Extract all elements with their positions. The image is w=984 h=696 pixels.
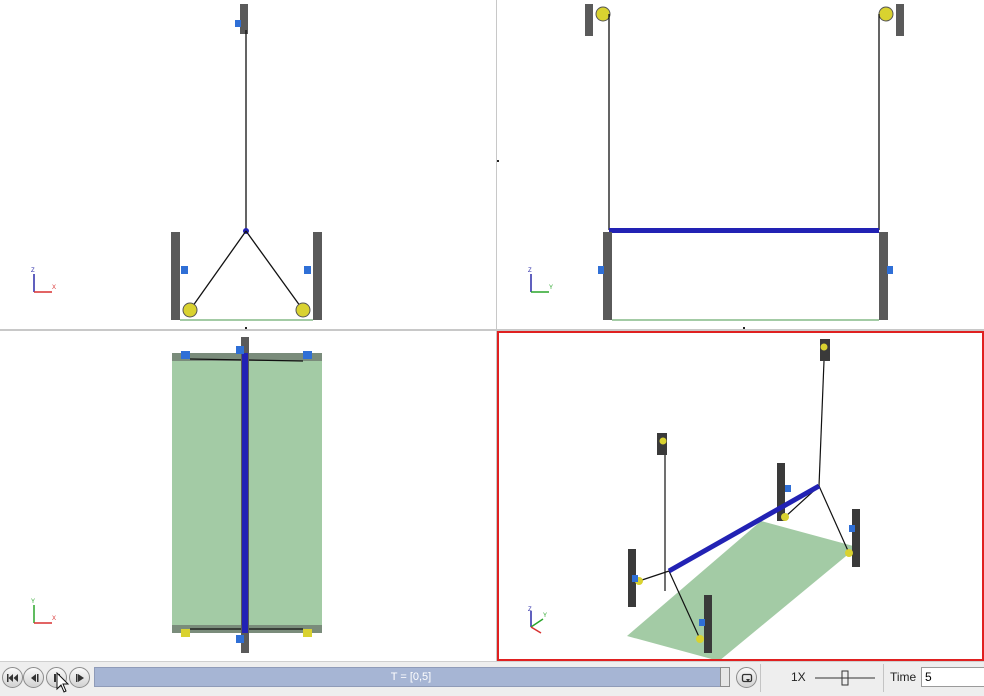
marker xyxy=(632,575,638,582)
post xyxy=(171,232,180,320)
animation-toolbar: T = [0,5] 1X Time xyxy=(0,661,984,696)
step-back-icon xyxy=(31,674,39,682)
axis-label-up: Z xyxy=(528,268,532,274)
cable xyxy=(189,230,247,311)
post xyxy=(603,232,612,320)
axis-label-right: Y xyxy=(543,613,548,619)
marker xyxy=(181,351,190,359)
axis-label-up: Y xyxy=(31,599,36,605)
marker xyxy=(303,351,312,359)
scene-top xyxy=(172,337,322,653)
progress-handle[interactable] xyxy=(720,667,730,687)
toolbar-separator xyxy=(760,664,761,692)
plate-edge xyxy=(180,319,313,321)
upper-post xyxy=(896,4,904,36)
pulley xyxy=(182,302,198,318)
dot xyxy=(743,327,745,329)
post xyxy=(704,595,712,653)
pulley xyxy=(781,513,789,521)
slider-thumb xyxy=(841,670,849,686)
plate-edge xyxy=(612,319,879,321)
speed-label: 1X xyxy=(791,670,806,684)
marker xyxy=(304,266,311,274)
plate xyxy=(627,521,857,661)
beam xyxy=(609,228,879,233)
time-range-label: T = [0,5] xyxy=(390,671,432,683)
dot xyxy=(497,160,499,162)
cable xyxy=(668,570,701,640)
loop-button[interactable] xyxy=(736,667,757,688)
step-back-button[interactable] xyxy=(23,667,44,688)
beam xyxy=(242,353,248,633)
viewport-isometric[interactable]: Z Y xyxy=(497,331,984,661)
upper-post xyxy=(585,4,593,36)
cable xyxy=(245,230,304,311)
marker xyxy=(181,266,188,274)
scene-front xyxy=(171,4,322,329)
marker xyxy=(785,485,791,492)
upper-post xyxy=(240,4,248,34)
slider-track xyxy=(815,670,875,686)
axis-label-up: Z xyxy=(528,607,532,613)
marker xyxy=(887,266,893,274)
pulley xyxy=(303,629,312,637)
scene-side xyxy=(497,4,904,329)
play-icon xyxy=(76,674,84,682)
cable xyxy=(638,570,670,582)
post xyxy=(313,232,322,320)
pulley xyxy=(181,629,190,637)
viewport-top-xy[interactable]: Y X xyxy=(0,331,496,661)
pulley xyxy=(595,6,611,22)
pulley xyxy=(820,343,828,351)
dot xyxy=(245,327,247,329)
marker xyxy=(236,635,244,643)
viewport-splitter-horizontal[interactable] xyxy=(0,329,984,331)
pulley xyxy=(295,302,311,318)
rewind-button[interactable] xyxy=(2,667,23,688)
axis-label-right: X xyxy=(52,285,57,291)
marker xyxy=(235,20,241,27)
cable xyxy=(818,360,825,487)
post xyxy=(879,232,888,320)
pulley xyxy=(878,6,894,22)
viewport-side-yz[interactable]: Z Y xyxy=(497,0,984,329)
beam xyxy=(667,483,821,574)
marker xyxy=(598,266,604,274)
marker xyxy=(699,619,705,626)
scene-isometric xyxy=(627,339,860,661)
post xyxy=(852,509,860,567)
animation-progress-bar[interactable]: T = [0,5] xyxy=(94,667,728,687)
pulley xyxy=(696,635,704,643)
play-button[interactable] xyxy=(69,667,90,688)
pulley xyxy=(845,549,853,557)
mouse-cursor-icon xyxy=(56,672,70,693)
axis-label-right: Y xyxy=(549,285,554,291)
axis-label-right: X xyxy=(52,616,57,622)
marker xyxy=(849,525,855,532)
time-label: Time xyxy=(890,670,917,684)
toolbar-separator xyxy=(883,664,884,692)
time-input[interactable] xyxy=(921,667,984,687)
speed-slider[interactable] xyxy=(815,670,875,686)
loop-icon xyxy=(741,673,753,683)
cable xyxy=(818,485,850,554)
marker xyxy=(236,346,244,354)
skip-to-start-icon xyxy=(7,674,18,682)
viewport-front-xz[interactable]: Z X xyxy=(0,0,496,329)
pulley xyxy=(659,437,667,445)
post xyxy=(777,463,785,521)
axis-label-up: Z xyxy=(31,268,35,274)
